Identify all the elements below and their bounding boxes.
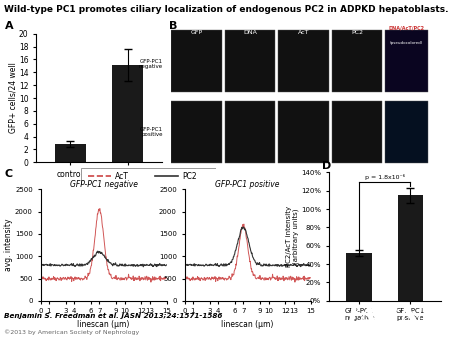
Y-axis label: avg. intensity: avg. intensity — [4, 219, 13, 271]
Title: GFP-PC1 positive: GFP-PC1 positive — [215, 179, 280, 189]
Text: Wild-type PC1 promotes ciliary localization of endogenous PC2 in ADPKD hepatobla: Wild-type PC1 promotes ciliary localizat… — [4, 5, 449, 14]
Bar — [171, 101, 222, 163]
Bar — [346, 253, 372, 301]
Text: p = 1.8x10⁻⁶: p = 1.8x10⁻⁶ — [364, 174, 405, 180]
Bar — [397, 195, 423, 301]
Text: Benjamin S. Freedman et al. JASN 2013;24:1571-1586: Benjamin S. Freedman et al. JASN 2013;24… — [4, 313, 223, 319]
Y-axis label: PC2/AcT intensity
(arbitrary units): PC2/AcT intensity (arbitrary units) — [286, 206, 299, 267]
Text: (pseudocolored): (pseudocolored) — [390, 41, 423, 45]
Bar — [385, 30, 428, 92]
Bar — [332, 101, 382, 163]
Text: DNA/AcT/PC2: DNA/AcT/PC2 — [388, 26, 424, 31]
Bar — [171, 30, 222, 92]
Text: B: B — [169, 21, 177, 31]
Bar — [112, 65, 144, 162]
Bar — [54, 144, 86, 162]
Text: ©2013 by American Society of Nephrology: ©2013 by American Society of Nephrology — [4, 330, 140, 335]
Text: GFP-PC1
negative: GFP-PC1 negative — [139, 58, 163, 69]
Bar — [225, 101, 275, 163]
Title: GFP-PC1 negative: GFP-PC1 negative — [69, 179, 138, 189]
Text: DNA: DNA — [243, 30, 257, 35]
Text: AcT: AcT — [298, 30, 309, 35]
X-axis label: linescan (μm): linescan (μm) — [77, 320, 130, 329]
Bar — [278, 30, 329, 92]
Bar — [225, 30, 275, 92]
FancyBboxPatch shape — [81, 168, 216, 184]
Bar — [278, 101, 329, 163]
Text: AcT: AcT — [115, 172, 129, 180]
Bar — [385, 101, 428, 163]
X-axis label: linescan (μm): linescan (μm) — [221, 320, 274, 329]
Text: C: C — [4, 169, 13, 179]
Text: PC2: PC2 — [182, 172, 197, 180]
Y-axis label: GFP+ cells/24 well: GFP+ cells/24 well — [9, 63, 18, 134]
Text: A: A — [4, 21, 13, 31]
Text: D: D — [322, 161, 331, 171]
Text: PC2: PC2 — [351, 30, 363, 35]
Bar — [332, 30, 382, 92]
Text: JASN: JASN — [345, 306, 425, 333]
Text: GFP: GFP — [190, 30, 202, 35]
Text: GFP-PC1
positive: GFP-PC1 positive — [140, 127, 163, 138]
